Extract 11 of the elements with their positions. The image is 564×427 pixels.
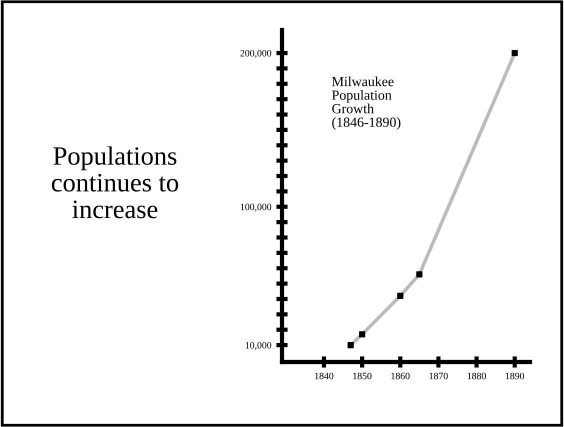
text: Milwaukee Population Growth (1846-1890) bbox=[332, 76, 400, 130]
y-tick-label: 200,000 bbox=[240, 50, 272, 58]
y-tick-label: 100,000 bbox=[240, 204, 272, 212]
x-tick-label: 1880 bbox=[468, 372, 486, 380]
x-tick-label: 1890 bbox=[506, 372, 524, 380]
x-tick-label: 1850 bbox=[353, 372, 372, 380]
y-tick-label: 10,000 bbox=[246, 342, 272, 350]
text: Populations continues to increase bbox=[52, 146, 178, 218]
x-tick-label: 1860 bbox=[391, 372, 410, 380]
x-tick-label: 1870 bbox=[430, 372, 448, 380]
x-tick-label: 1840 bbox=[315, 372, 334, 380]
